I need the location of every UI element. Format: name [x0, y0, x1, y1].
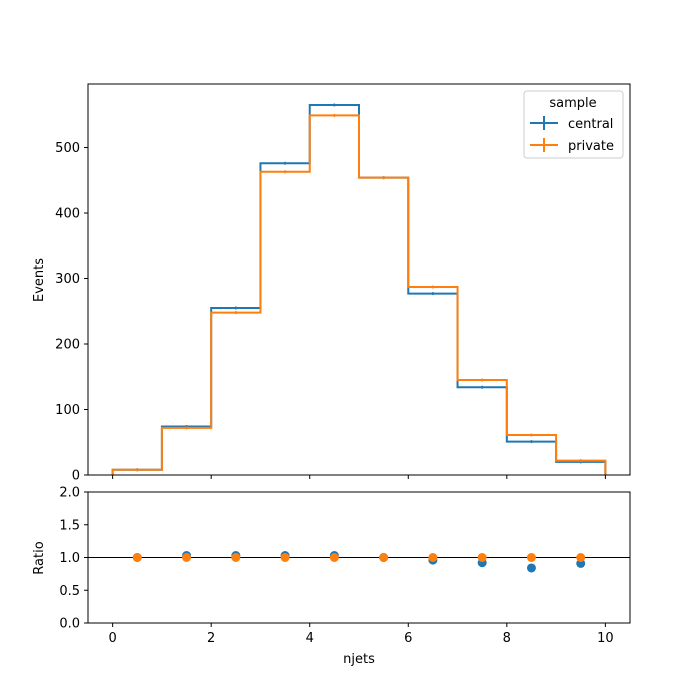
ratio-point-private — [428, 553, 438, 562]
main-series — [111, 103, 607, 475]
legend-label-private: private — [568, 139, 614, 154]
x-tick-label: 10 — [597, 631, 614, 646]
ratio-y-tick-label: 0.0 — [59, 617, 80, 632]
main-y-axis-label: Events — [32, 258, 47, 302]
ratio-y-axis-label: Ratio — [32, 541, 47, 574]
ratio-y-tick-label: 0.5 — [59, 584, 80, 599]
ratio-point-private — [231, 553, 241, 562]
main-frame — [87, 83, 631, 476]
x-tick-label: 4 — [306, 631, 314, 646]
legend-entry-central: central — [530, 116, 613, 132]
ratio-y-tick-label: 2.0 — [59, 486, 80, 501]
ratio-point-private — [132, 553, 142, 562]
ratio-point-private — [379, 553, 389, 562]
legend-title: sample — [549, 96, 596, 111]
ratio-point-central — [526, 563, 536, 573]
x-axis-label: njets — [343, 652, 375, 667]
legend: sample central private — [523, 90, 624, 159]
ratio-frame — [87, 491, 631, 624]
ratio-ticks: 0.0 0.5 1.0 1.5 2.0 0 2 4 6 8 10 — [59, 486, 613, 647]
main-y-tick-label: 500 — [55, 141, 80, 156]
x-tick-label: 6 — [404, 631, 412, 646]
ratio-panel: 0.0 0.5 1.0 1.5 2.0 0 2 4 6 8 10 Ratio njets — [32, 486, 631, 667]
ratio-y-tick-label: 1.0 — [59, 551, 80, 566]
main-y-tick-label: 400 — [55, 207, 80, 222]
ratio-point-private — [182, 553, 192, 562]
ratio-point-private — [329, 553, 339, 562]
x-tick-label: 2 — [207, 631, 215, 646]
ratio-point-private — [280, 553, 290, 562]
legend-label-central: central — [568, 117, 613, 132]
x-tick-label: 8 — [503, 631, 511, 646]
ratio-point-private — [576, 553, 586, 562]
main-y-tick-label: 200 — [55, 338, 80, 353]
main-y-tick-label: 300 — [55, 272, 80, 287]
ratio-point-private — [526, 553, 536, 562]
ratio-y-tick-label: 1.5 — [59, 518, 80, 533]
legend-box — [523, 90, 624, 159]
ratio-point-private — [477, 553, 487, 562]
legend-entry-private: private — [530, 138, 614, 154]
main-panel: 0 100 200 300 400 500 Events sample central p… — [32, 83, 631, 484]
main-y-tick-label: 0 — [72, 469, 80, 484]
main-y-tick-label: 100 — [55, 403, 80, 418]
main-ticks: 0 100 200 300 400 500 — [55, 141, 606, 484]
x-tick-label: 0 — [108, 631, 116, 646]
ratio-series — [132, 551, 586, 573]
